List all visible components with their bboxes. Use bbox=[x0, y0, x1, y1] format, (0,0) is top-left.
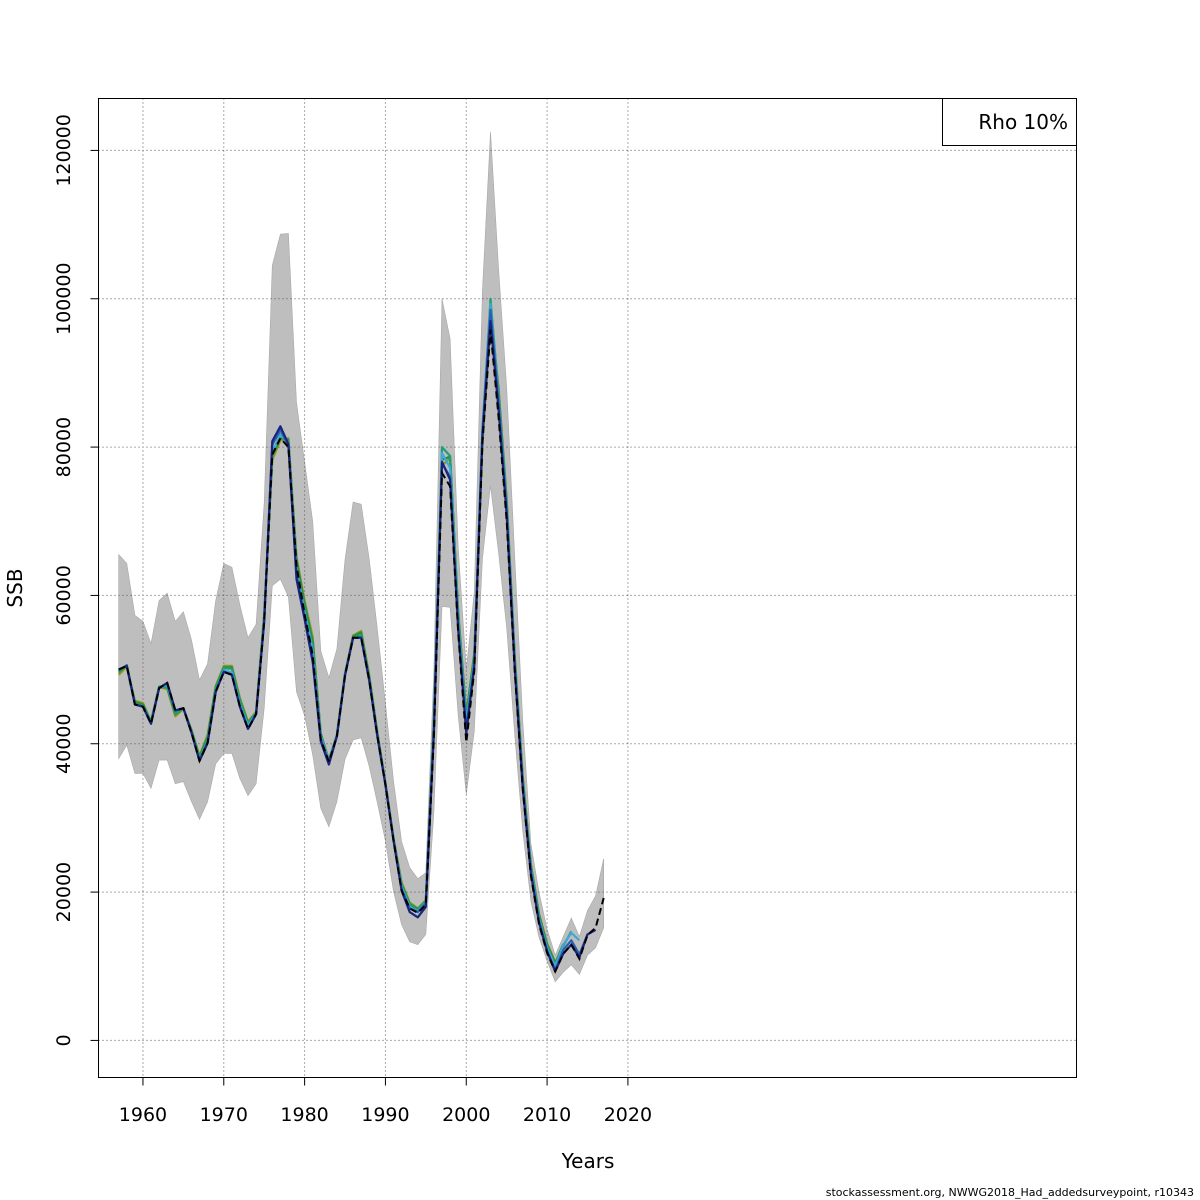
y-axis-title: SSB bbox=[3, 568, 27, 607]
x-tick-label: 2000 bbox=[442, 1104, 490, 1126]
confidence-band-layer bbox=[118, 131, 605, 983]
y-tick-label: 80000 bbox=[53, 417, 75, 477]
series-line-base bbox=[118, 329, 605, 974]
y-tick-label: 0 bbox=[53, 1034, 75, 1046]
grid-layer bbox=[98, 98, 1077, 1078]
confidence-band bbox=[118, 131, 605, 983]
x-tick-label: 1990 bbox=[361, 1104, 409, 1126]
x-axis-title: Years bbox=[561, 1149, 615, 1173]
series-layer bbox=[117, 297, 605, 974]
plot-frame bbox=[98, 98, 1077, 1078]
y-tick-label: 60000 bbox=[53, 565, 75, 625]
y-tick-label: 120000 bbox=[53, 114, 75, 187]
y-axis: 0 20000 40000 60000 80000 100000 120000 bbox=[53, 114, 99, 1046]
x-tick-label: 1980 bbox=[280, 1104, 328, 1126]
legend-box bbox=[942, 98, 1077, 146]
footnote: stockassessment.org, NWWG2018_Had_addeds… bbox=[826, 1186, 1194, 1199]
x-axis: 1960 1970 1980 1990 2000 2010 2020 bbox=[119, 1077, 652, 1126]
x-tick-label: 2020 bbox=[604, 1104, 652, 1126]
y-tick-label: 20000 bbox=[53, 862, 75, 922]
y-tick-label: 100000 bbox=[53, 262, 75, 335]
legend: Rho 10% bbox=[942, 98, 1077, 146]
y-tick-label: 40000 bbox=[53, 714, 75, 774]
x-tick-label: 2010 bbox=[523, 1104, 571, 1126]
x-tick-label: 1970 bbox=[200, 1104, 248, 1126]
x-tick-label: 1960 bbox=[119, 1104, 167, 1126]
legend-entry: Rho 10% bbox=[978, 110, 1068, 134]
